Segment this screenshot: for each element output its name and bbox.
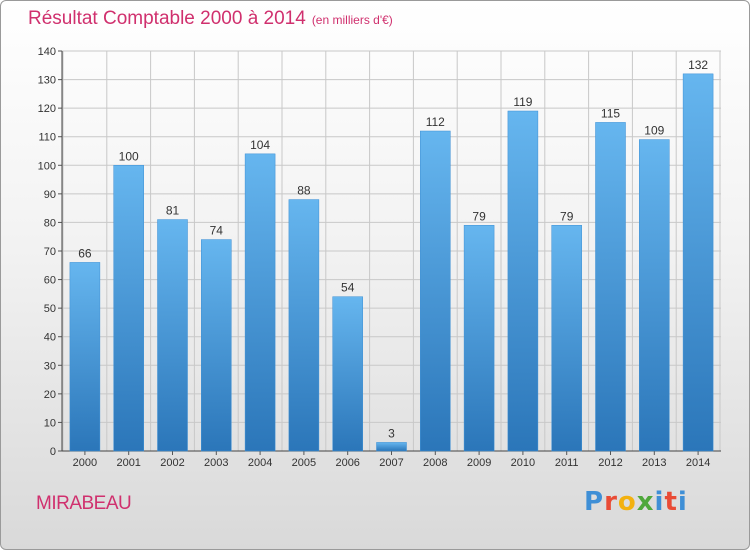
y-tick-label: 130	[38, 75, 56, 87]
data-label-2004: 104	[250, 138, 270, 152]
data-label-2000: 66	[78, 246, 92, 260]
data-labels: 66 100 81 74 104 88 54 3 112 79 119 79 115 109 132	[78, 58, 708, 441]
bar-2001	[113, 165, 144, 452]
logo-letter: r	[604, 487, 618, 517]
x-tick-label-2004: 2004	[248, 457, 272, 469]
y-tick-label: 110	[38, 132, 56, 144]
bar-2009	[463, 225, 495, 452]
data-label-2014: 132	[688, 58, 708, 72]
y-tick-label: 90	[44, 189, 56, 201]
bar-2002	[157, 219, 188, 452]
bar-2008	[420, 130, 451, 452]
bars	[69, 73, 714, 452]
bar-2004	[244, 153, 276, 452]
axes: 0 10 20 30 40 50 60 70 80 90 100 110 120 130 140 2000 20…	[38, 46, 721, 469]
bar-2006	[332, 296, 363, 452]
data-label-2003: 74	[210, 224, 224, 238]
y-tick-label: 40	[44, 332, 56, 344]
bar-2011	[551, 225, 582, 452]
data-label-2006: 54	[341, 281, 355, 295]
x-tick-label-2006: 2006	[335, 457, 359, 469]
bar-2014	[682, 73, 714, 452]
bar-2000	[69, 262, 101, 452]
logo-letter: x	[636, 487, 655, 517]
y-tick-label: 70	[44, 246, 56, 258]
x-tick-label-2008: 2008	[423, 457, 447, 469]
bar-2010	[507, 110, 539, 452]
bar-2007	[376, 442, 407, 452]
x-tick-label-2014: 2014	[686, 457, 710, 469]
data-label-2010: 119	[513, 95, 532, 109]
data-label-2011: 79	[560, 209, 574, 223]
data-label-2009: 79	[472, 209, 486, 223]
logo-letter: P	[584, 487, 605, 517]
x-tick-label-2012: 2012	[598, 457, 622, 469]
bar-2012	[595, 122, 626, 452]
logo-letter: o	[617, 487, 637, 517]
data-label-2013: 109	[644, 124, 664, 138]
data-label-2005: 88	[297, 184, 311, 198]
y-tick-label: 30	[44, 360, 56, 372]
y-tick-label: 50	[44, 303, 56, 315]
data-label-2007: 3	[388, 426, 395, 440]
x-tick-label-2007: 2007	[379, 457, 403, 469]
y-tick-label: 100	[38, 160, 56, 172]
logo-letter: t	[664, 487, 678, 517]
x-tick-label-2001: 2001	[116, 457, 140, 469]
x-tick-label-2013: 2013	[642, 457, 666, 469]
y-tick-label: 60	[44, 275, 56, 287]
logo-letter: i	[654, 487, 665, 517]
city-name: MIRABEAU	[36, 493, 132, 514]
y-tick-label: 20	[44, 389, 56, 401]
x-tick-label-2009: 2009	[467, 457, 491, 469]
x-tick-label-2003: 2003	[204, 457, 228, 469]
data-label-2002: 81	[166, 204, 180, 218]
logo-letter: i	[677, 487, 688, 517]
proxiti-logo[interactable]: Proxiti	[584, 487, 688, 517]
data-label-2008: 112	[426, 115, 445, 129]
x-tick-label-2010: 2010	[511, 457, 535, 469]
x-tick-label-2005: 2005	[292, 457, 316, 469]
bar-2013	[639, 139, 670, 452]
bar-2005	[288, 199, 320, 452]
y-tick-label: 0	[50, 446, 56, 458]
y-tick-label: 120	[38, 103, 56, 115]
y-tick-label: 140	[38, 46, 56, 58]
chart-title: Résultat Comptable 2000 à 2014 (en millie…	[28, 8, 393, 30]
chart-title-text: Résultat Comptable 2000 à 2014	[28, 8, 306, 29]
data-label-2001: 100	[119, 149, 139, 163]
data-label-2012: 115	[601, 106, 620, 120]
chart-subtitle: (en milliers d'€)	[311, 13, 393, 27]
x-tick-label-2000: 2000	[73, 457, 97, 469]
bar-2003	[201, 239, 232, 452]
y-tick-label: 80	[44, 217, 56, 229]
x-tick-label-2002: 2002	[160, 457, 184, 469]
x-tick-label-2011: 2011	[555, 457, 579, 469]
y-tick-label: 10	[44, 417, 56, 429]
